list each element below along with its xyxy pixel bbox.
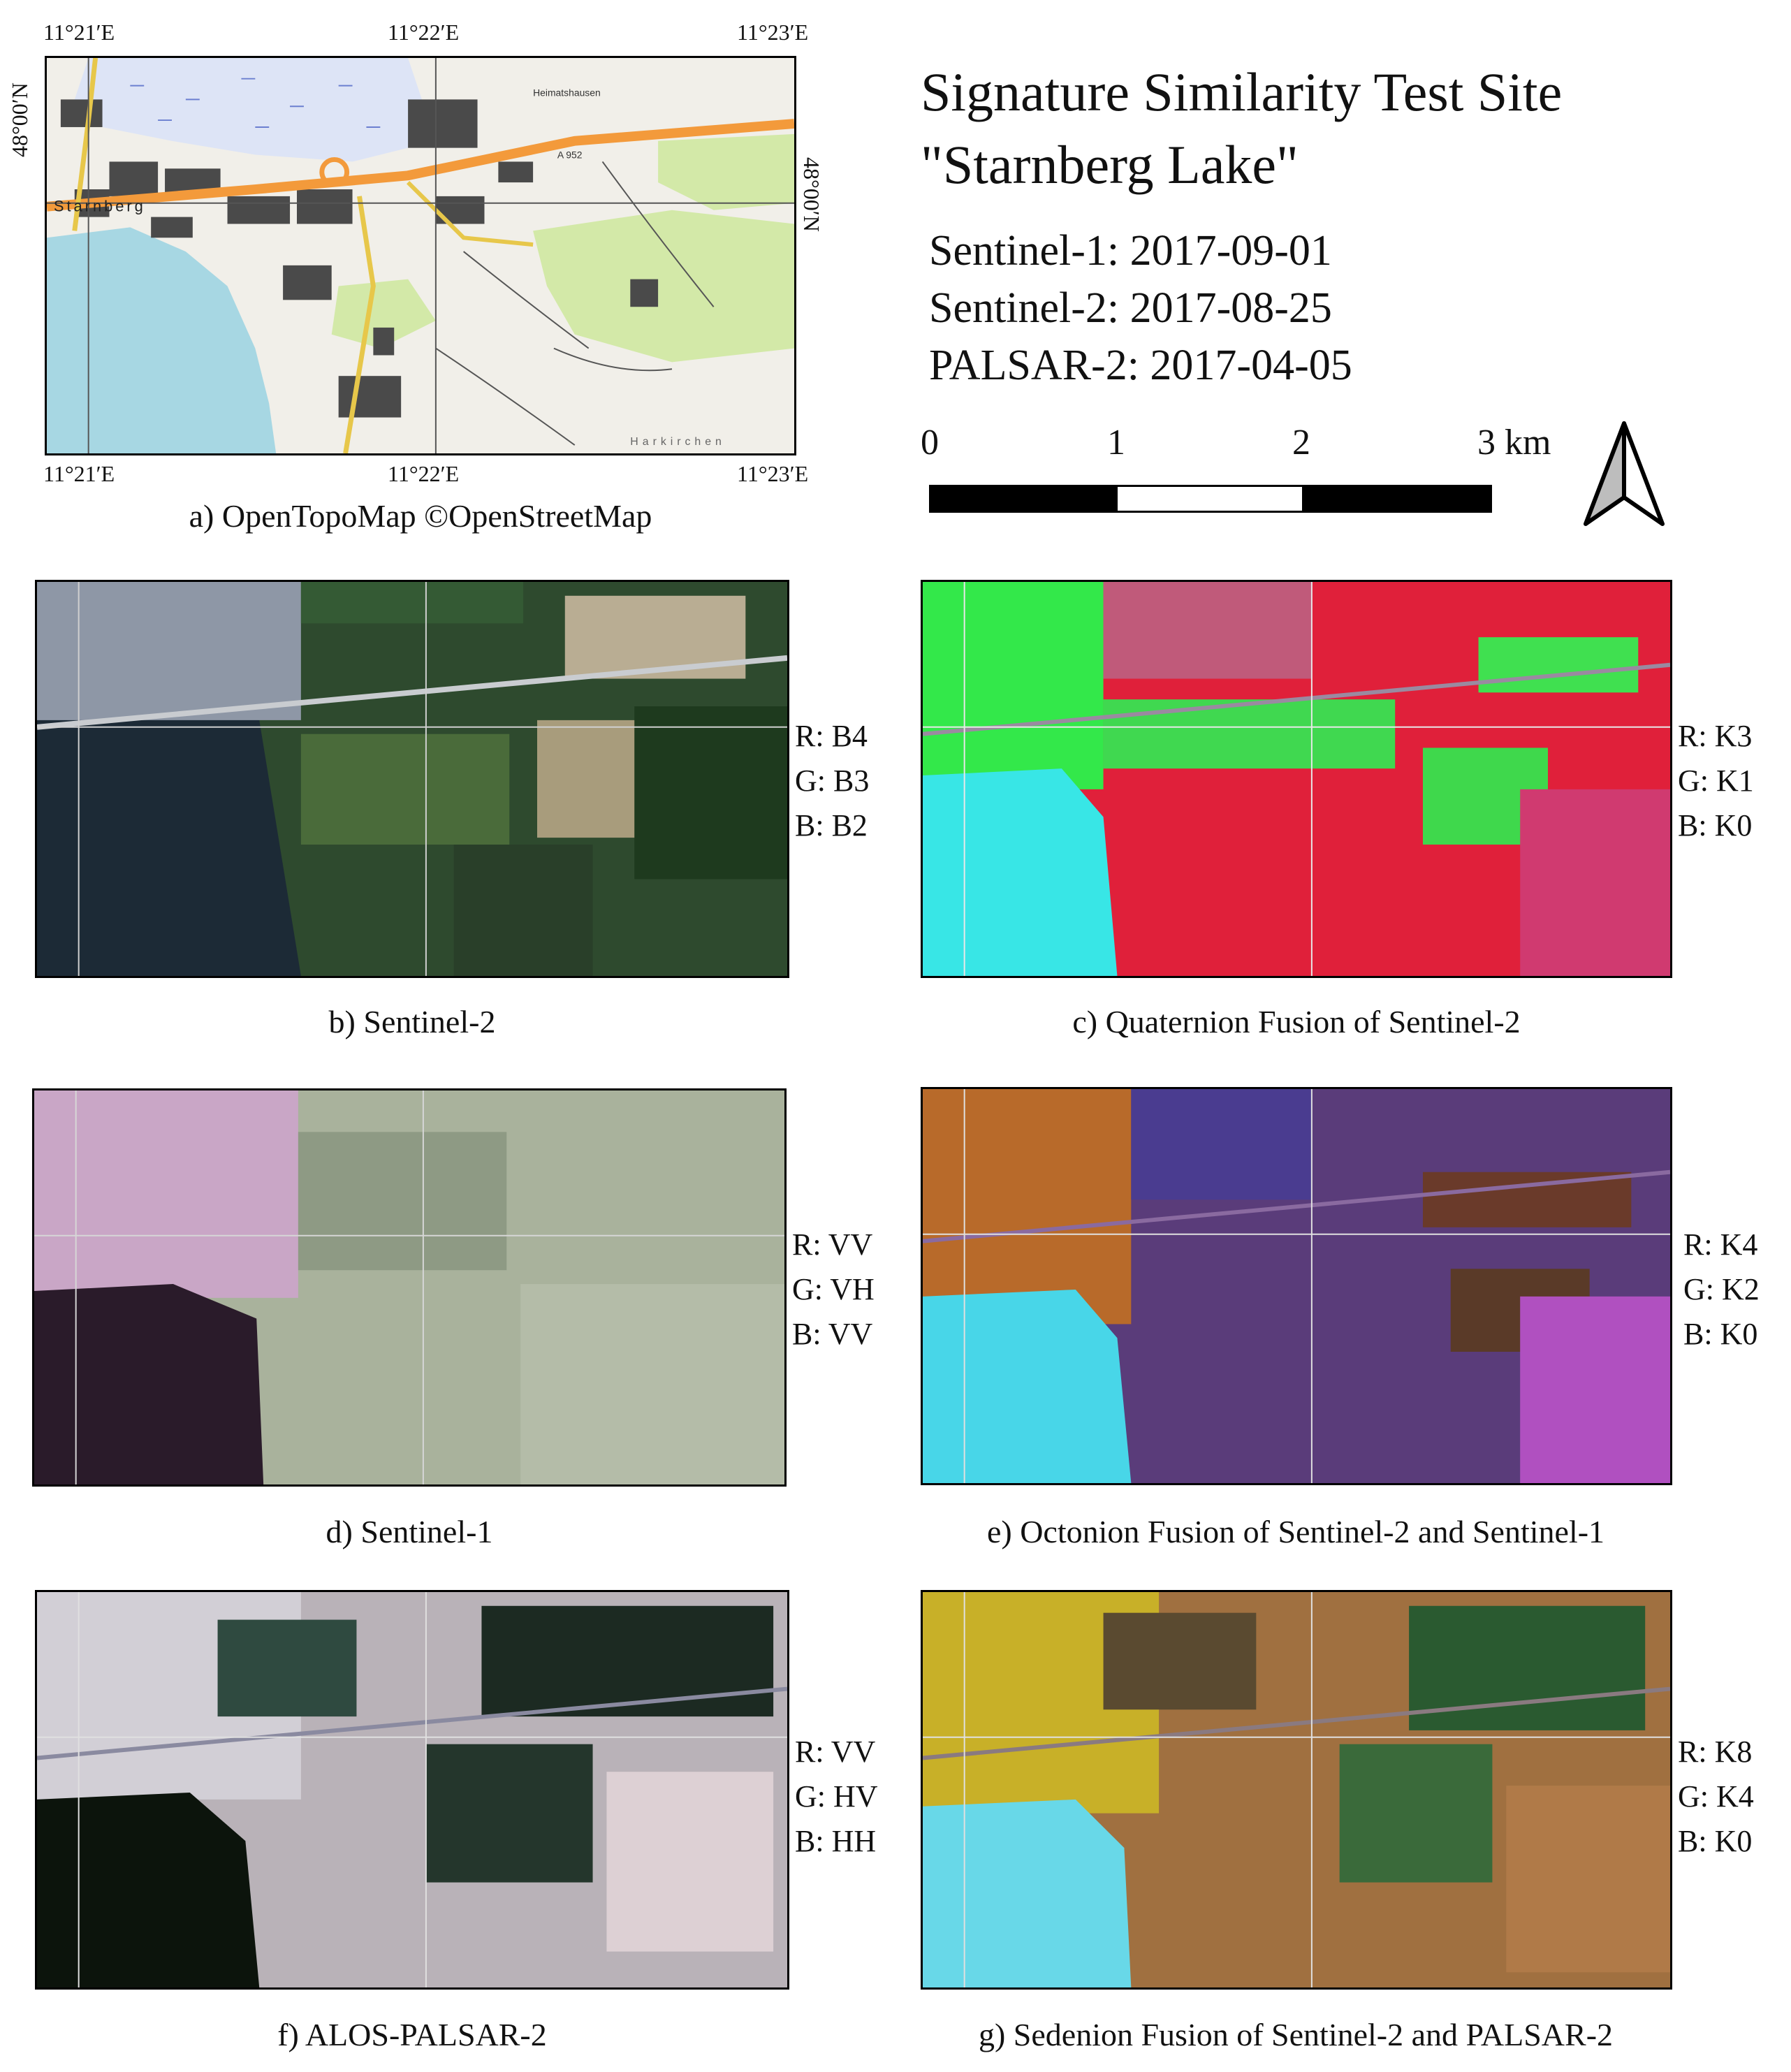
caption-c: c) Quaternion Fusion of Sentinel-2	[1072, 1004, 1521, 1039]
date-palsar-2: PALSAR-2: 2017-04-05	[929, 342, 1352, 389]
map-coord-bottom-3: 11°23′E	[737, 461, 809, 486]
legend-d-red: R: VV	[792, 1227, 873, 1262]
map-coord-top-3: 11°23′E	[737, 20, 809, 45]
legend-d: R: VV G: VH B: VV	[792, 1223, 875, 1357]
caption-e: e) Octonion Fusion of Sentinel-2 and Sen…	[986, 1514, 1605, 1549]
caption-f: f) ALOS-PALSAR-2	[277, 2017, 547, 2052]
legend-b-green: G: B3	[795, 764, 870, 798]
legend-f: R: VV G: HV B: HH	[795, 1730, 878, 1864]
map-place-label-a952: A 952	[557, 149, 583, 161]
legend-e-red: R: K4	[1683, 1227, 1758, 1262]
image-sedenion-fusion	[921, 1590, 1672, 1990]
legend-b-red: R: B4	[795, 719, 868, 753]
map-coord-bottom-1: 11°21′E	[43, 461, 115, 486]
scale-bar	[929, 485, 1492, 513]
scale-label-0: 0	[921, 423, 939, 462]
legend-g-red: R: K8	[1678, 1735, 1753, 1769]
caption-a: a) OpenTopoMap ©OpenStreetMap	[189, 498, 652, 534]
caption-d: d) Sentinel-1	[326, 1514, 493, 1549]
title-line-2: "Starnberg Lake"	[921, 134, 1299, 195]
map-town-label: Starnberg	[54, 198, 146, 215]
acquisition-dates: Sentinel-1: 2017-09-01 Sentinel-2: 2017-…	[929, 222, 1352, 394]
legend-b: R: B4 G: B3 B: B2	[795, 714, 869, 848]
image-sentinel-2	[35, 580, 789, 978]
map-place-label-harkirchen: Harkirchen	[630, 436, 726, 448]
map-coord-bottom-2: 11°22′E	[388, 461, 460, 486]
image-alos-palsar-2	[35, 1590, 789, 1990]
legend-c-blue: B: K0	[1678, 808, 1753, 842]
legend-f-green: G: HV	[795, 1779, 878, 1814]
figure-title: Signature Similarity Test Site "Starnber…	[921, 56, 1562, 201]
title-line-1: Signature Similarity Test Site	[921, 61, 1563, 122]
legend-d-green: G: VH	[792, 1272, 875, 1306]
map-lat-left: 48°00′N	[7, 82, 32, 157]
image-octonion-fusion	[921, 1087, 1672, 1485]
image-sentinel-1	[32, 1088, 787, 1487]
scale-label-1: 1	[1107, 423, 1125, 462]
map-coord-top-2: 11°22′E	[388, 20, 460, 45]
legend-g-green: G: K4	[1678, 1779, 1754, 1814]
map-place-label-heimatshausen: Heimatshausen	[533, 87, 601, 98]
topo-map: Heimatshausen A 952 Harkirchen Starnberg	[45, 56, 796, 455]
caption-b: b) Sentinel-2	[328, 1004, 496, 1039]
caption-g: g) Sedenion Fusion of Sentinel-2 and PAL…	[978, 2017, 1614, 2052]
north-arrow-icon	[1584, 421, 1665, 526]
image-quaternion-fusion	[921, 580, 1672, 978]
map-lat-right: 48°00′N	[799, 157, 824, 232]
legend-e: R: K4 G: K2 B: K0	[1683, 1223, 1760, 1357]
date-sentinel-1: Sentinel-1: 2017-09-01	[929, 227, 1332, 275]
legend-g-blue: B: K0	[1678, 1824, 1753, 1858]
legend-e-green: G: K2	[1683, 1272, 1760, 1306]
scale-label-2: 2	[1292, 423, 1310, 462]
legend-g: R: K8 G: K4 B: K0	[1678, 1730, 1754, 1864]
legend-f-red: R: VV	[795, 1735, 876, 1769]
legend-c: R: K3 G: K1 B: K0	[1678, 714, 1754, 848]
map-coord-top-1: 11°21′E	[43, 20, 115, 45]
legend-e-blue: B: K0	[1683, 1317, 1758, 1351]
date-sentinel-2: Sentinel-2: 2017-08-25	[929, 284, 1332, 332]
legend-c-green: G: K1	[1678, 764, 1754, 798]
scale-label-3km: 3 km	[1477, 423, 1551, 462]
legend-f-blue: B: HH	[795, 1824, 877, 1858]
legend-b-blue: B: B2	[795, 808, 868, 842]
legend-c-red: R: K3	[1678, 719, 1753, 753]
legend-d-blue: B: VV	[792, 1317, 873, 1351]
